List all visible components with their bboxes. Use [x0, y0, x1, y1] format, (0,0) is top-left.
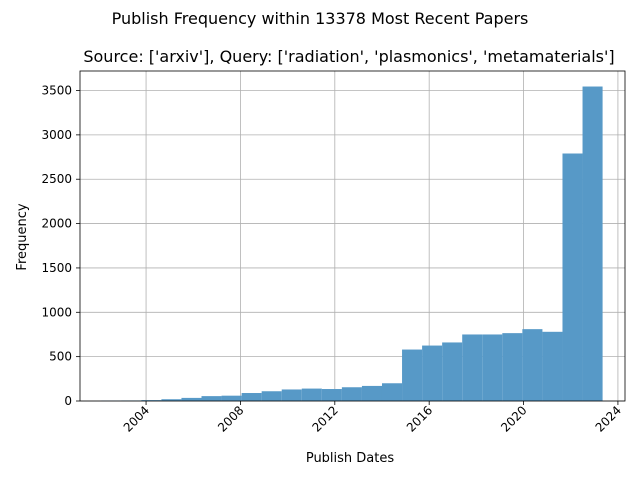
chart-suptitle: Publish Frequency within 13378 Most Rece…: [112, 9, 529, 28]
histogram-bar: [402, 349, 423, 401]
histogram-bar: [522, 329, 543, 401]
y-tick-label: 1000: [41, 305, 72, 319]
histogram-bar: [161, 399, 182, 401]
x-tick-label: 2024: [593, 403, 624, 434]
y-tick-label: 2000: [41, 217, 72, 231]
histogram-bar: [241, 393, 262, 401]
histogram-bar: [381, 383, 403, 401]
histogram-bar: [281, 389, 302, 401]
x-tick-label: 2008: [215, 403, 246, 434]
histogram-bar: [361, 385, 382, 401]
x-tick-label: 2004: [121, 403, 152, 434]
histogram-bar: [502, 333, 523, 401]
histogram-bar: [422, 345, 443, 401]
bar-layer: [101, 86, 603, 401]
histogram-bar: [341, 387, 362, 401]
histogram-bar: [321, 389, 342, 401]
plot-frame: [79, 70, 626, 402]
histogram-bar: [542, 331, 563, 401]
histogram-bar: [582, 86, 603, 401]
y-tick-label: 1500: [41, 261, 72, 275]
y-tick-label: 2500: [41, 172, 72, 186]
y-tick-label: 0: [64, 394, 72, 408]
histogram-bar: [442, 342, 463, 401]
x-tick-label: 2020: [498, 403, 529, 434]
histogram-bar: [301, 388, 322, 401]
histogram-bar: [201, 396, 222, 401]
y-axis-label: Frequency: [15, 203, 30, 270]
histogram-bar: [141, 400, 162, 401]
y-tick-label: 3500: [41, 84, 72, 98]
x-tick-label: 2016: [404, 403, 435, 434]
y-tick-label: 3000: [41, 128, 72, 142]
histogram-bar: [181, 397, 202, 401]
chart-title: Source: ['arxiv'], Query: ['radiation', …: [83, 47, 614, 66]
x-tick-label: 2012: [309, 403, 340, 434]
histogram-bar: [562, 153, 583, 401]
histogram-bar: [482, 334, 503, 401]
histogram-bar: [462, 334, 483, 401]
x-axis-label: Publish Dates: [306, 451, 395, 466]
y-tick-label: 500: [49, 350, 72, 364]
histogram-bar: [221, 395, 242, 401]
grid-layer: [80, 71, 625, 402]
histogram-bar: [261, 391, 282, 401]
